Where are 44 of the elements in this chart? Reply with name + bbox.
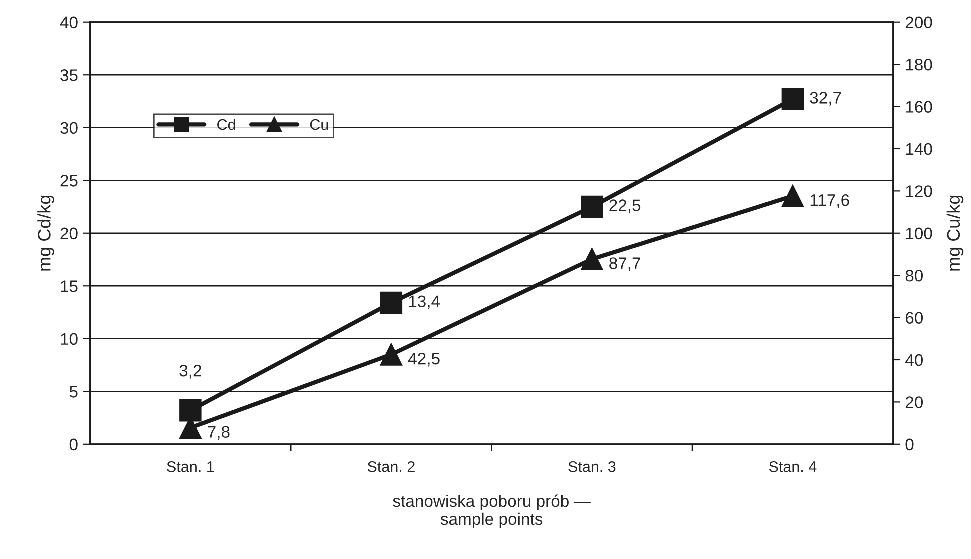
y-tick-label: 20 — [60, 228, 78, 240]
point — [782, 88, 804, 110]
data-label: 32,7 — [810, 92, 842, 106]
y-tick-label: 0 — [70, 438, 78, 451]
x-tick-label: Stan. 1 — [167, 461, 214, 472]
x-tick-label: Stan. 3 — [568, 461, 616, 472]
point — [380, 344, 403, 366]
y2-tick-label: 20 — [906, 396, 924, 408]
data-label: 7,8 — [208, 426, 230, 440]
y-tick-label: 35 — [60, 70, 78, 82]
y2-axis-title: mg Cu/kg — [946, 196, 964, 271]
y2-tick-label: 200 — [906, 16, 932, 29]
data-label: 22,5 — [610, 200, 641, 214]
y-tick-label: 25 — [60, 175, 78, 187]
point — [581, 248, 604, 270]
y2-tick-label: 0 — [906, 438, 914, 451]
y2-tick-label: 180 — [906, 58, 932, 71]
y2-tick-label: 80 — [906, 270, 924, 282]
y-tick-label: 10 — [61, 333, 78, 346]
point — [380, 292, 403, 314]
y-tick-label: 15 — [61, 280, 78, 292]
y-tick-label: 40 — [60, 16, 78, 29]
data-label: 13,4 — [409, 296, 440, 310]
y2-tick-label: 100 — [906, 228, 932, 240]
x-tick-label: Stan. 2 — [368, 461, 415, 472]
data-label: 3,2 — [180, 364, 202, 379]
point — [782, 185, 804, 208]
data-label: 42,5 — [408, 352, 440, 367]
y2-tick-label: 60 — [906, 312, 924, 324]
x-tick-label: Stan. 4 — [769, 461, 817, 472]
point — [581, 196, 604, 218]
legend-label: Cd — [218, 118, 236, 130]
y2-tick-label: 160 — [906, 101, 932, 113]
point — [180, 400, 202, 422]
y2-tick-label: 140 — [906, 143, 932, 156]
data-label: 87,7 — [610, 258, 640, 272]
y-tick-label: 5 — [70, 386, 78, 398]
y2-tick-label: 40 — [906, 354, 924, 366]
y-axis-title: mg Cd/kg — [38, 196, 54, 271]
legend-label: Cu — [310, 119, 328, 130]
y-tick-label: 30 — [60, 122, 78, 134]
data-label: 117,6 — [810, 194, 850, 208]
y2-tick-label: 120 — [906, 186, 932, 198]
x-axis-title: stanowiska poboru prób — sample points — [393, 494, 591, 528]
